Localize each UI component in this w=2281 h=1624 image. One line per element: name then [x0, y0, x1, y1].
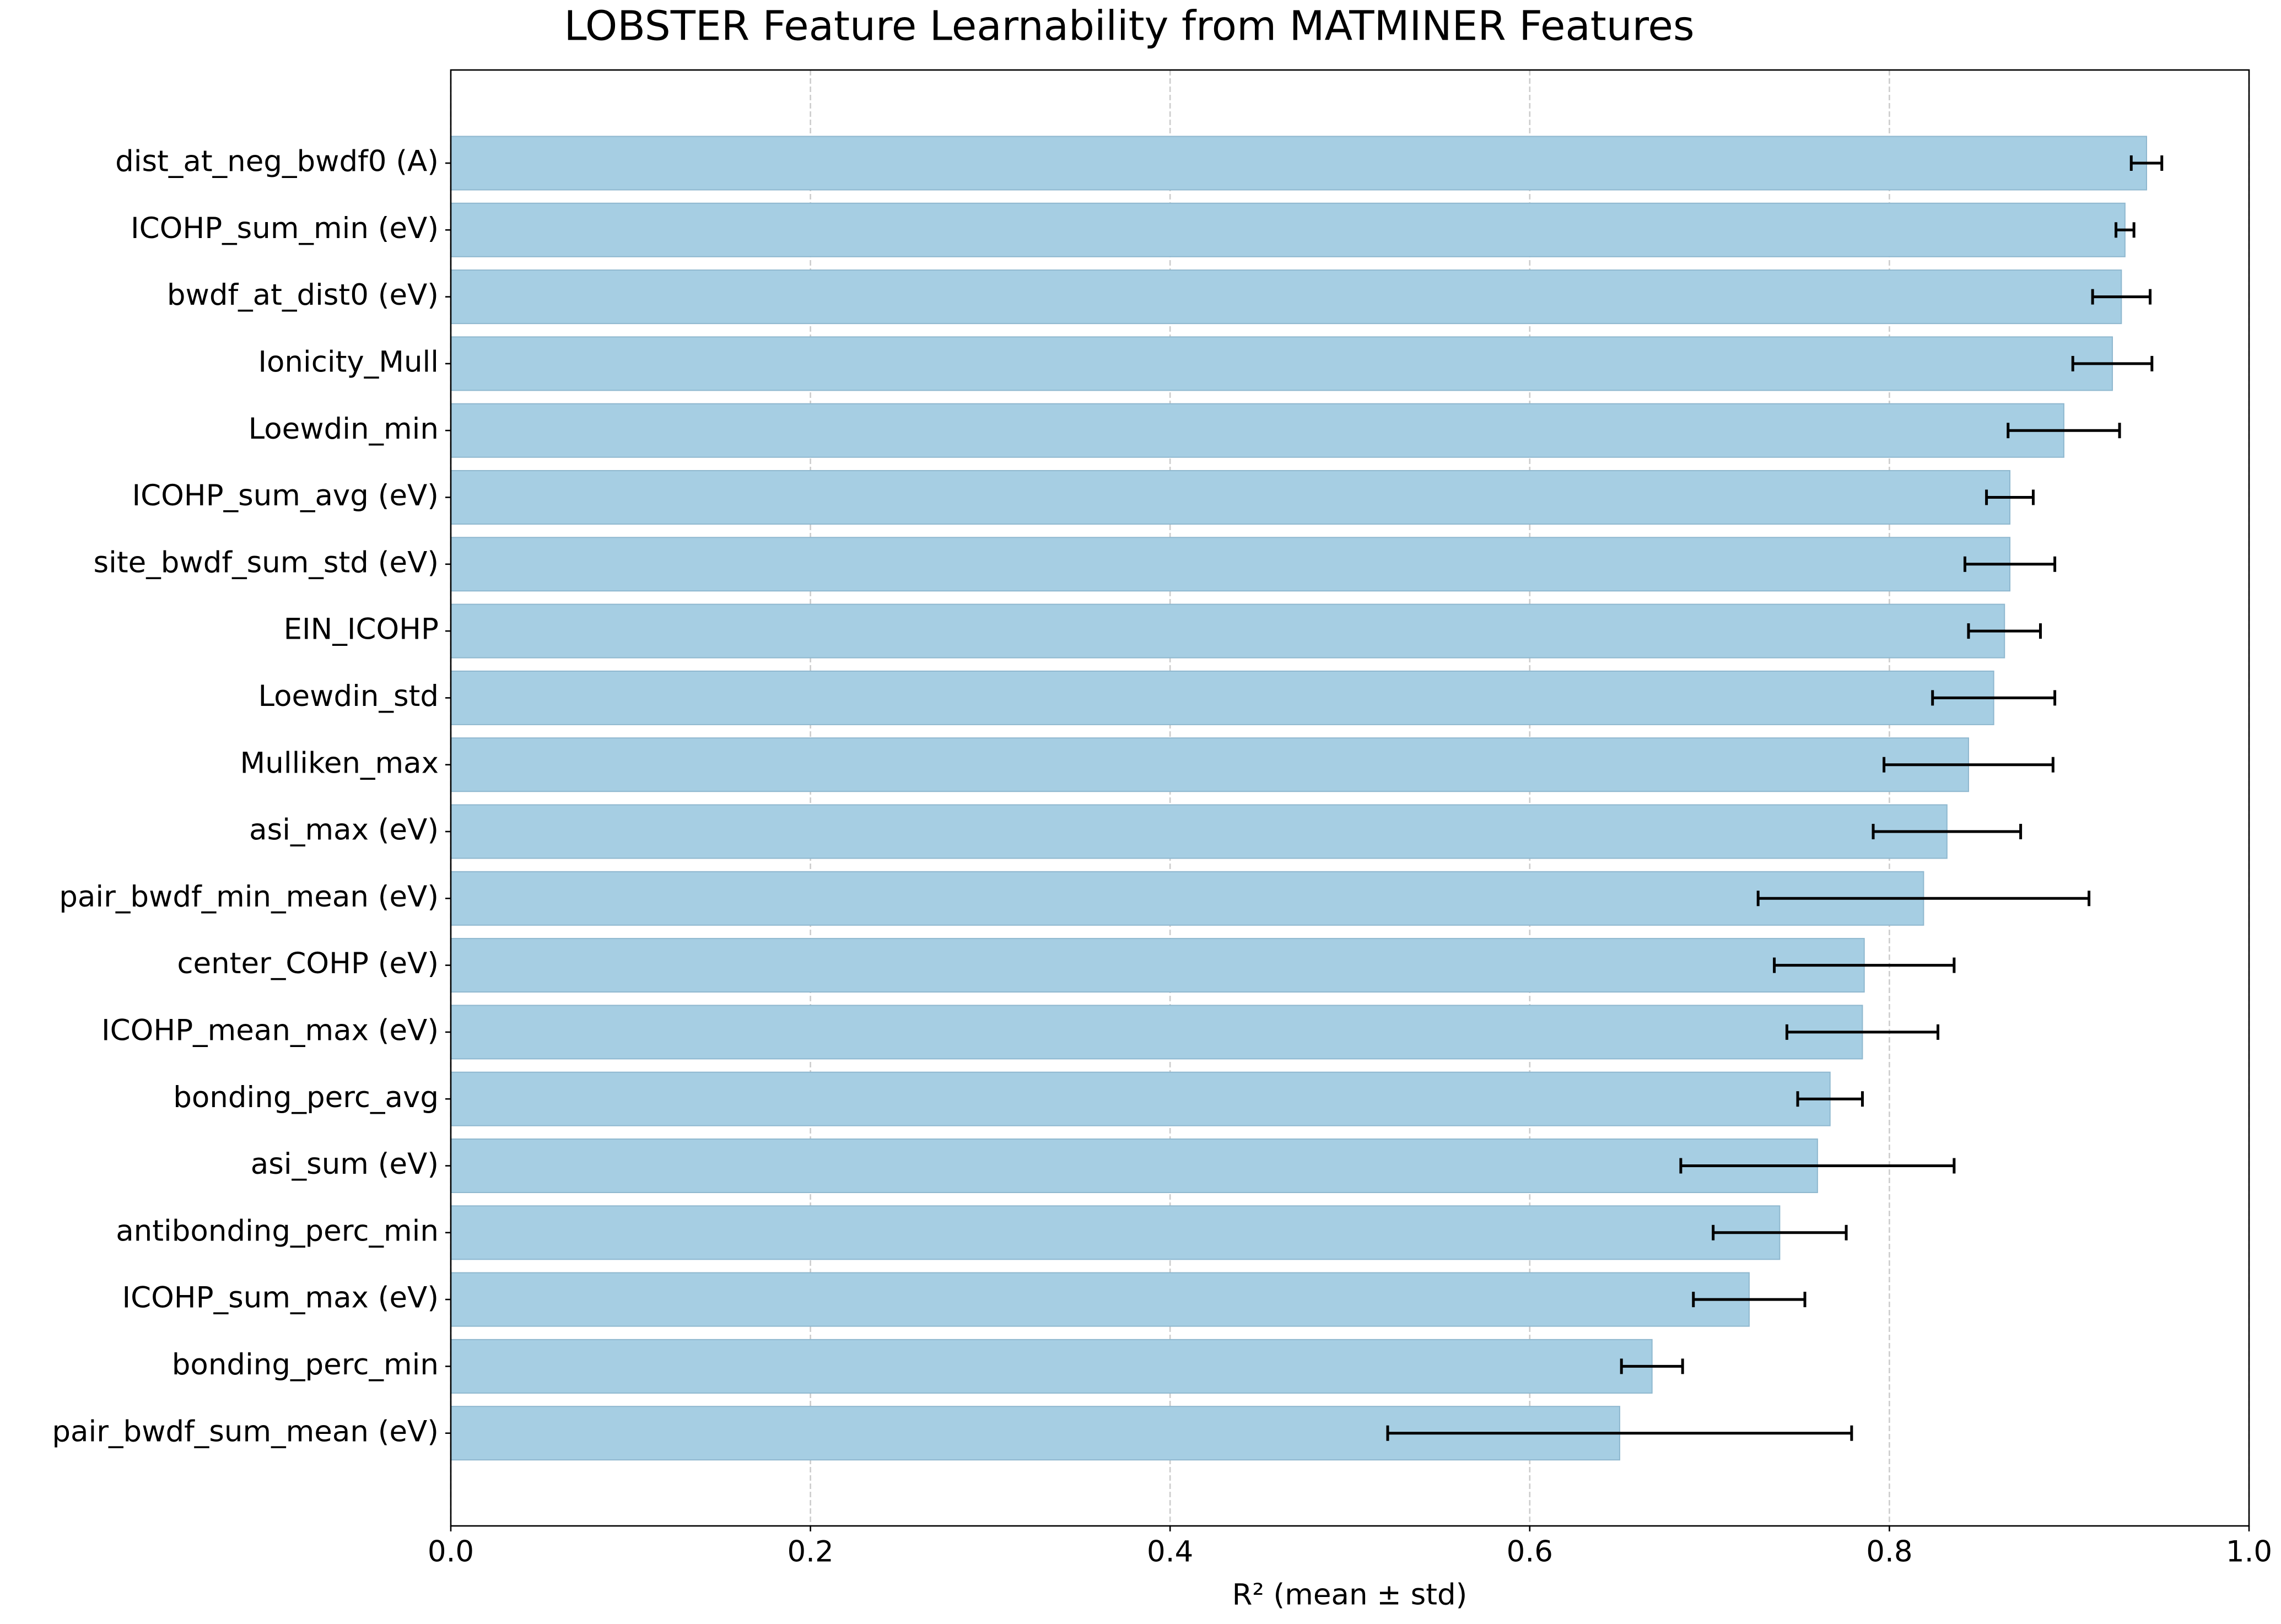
error-bar [1883, 757, 2054, 773]
x-tick-label: 0.6 [1507, 1535, 1553, 1569]
error-bar [1967, 623, 2042, 639]
y-tick-label: Loewdin_min [249, 412, 439, 446]
bar [450, 403, 2064, 458]
error-bar [1679, 1158, 1956, 1174]
bar [450, 1071, 1831, 1126]
bar [450, 1272, 1750, 1327]
y-tick-label: ICOHP_sum_avg (eV) [132, 479, 439, 512]
error-bar [2007, 423, 2121, 439]
y-tick-label: pair_bwdf_min_mean (eV) [59, 880, 439, 914]
y-tick-label: asi_max (eV) [249, 813, 439, 847]
error-bar [1796, 1091, 1864, 1107]
error-bar [2129, 155, 2164, 171]
error-bar [1872, 824, 2023, 839]
x-tick-label: 0.4 [1147, 1535, 1193, 1569]
x-tick-label: 0.0 [428, 1535, 474, 1569]
y-tick-label: asi_sum (eV) [251, 1147, 439, 1181]
bar [450, 1005, 1863, 1060]
x-tick-label: 0.2 [787, 1535, 833, 1569]
y-tick-label: pair_bwdf_sum_mean (eV) [52, 1415, 439, 1448]
error-bar [2071, 355, 2154, 371]
bar [450, 938, 1865, 993]
bar [450, 1205, 1781, 1260]
bar [450, 737, 1969, 792]
y-tick-label: ICOHP_sum_max (eV) [122, 1281, 439, 1315]
y-tick-label: center_COHP (eV) [177, 947, 439, 980]
error-bar [1785, 1024, 1940, 1040]
y-tick-label: ICOHP_sum_min (eV) [131, 212, 439, 245]
y-tick-label: bwdf_at_dist0 (eV) [167, 278, 439, 312]
error-bar [1773, 957, 1956, 973]
bar [450, 136, 2148, 191]
y-tick-label: Ionicity_Mull [258, 346, 439, 379]
error-bar [1963, 556, 2057, 572]
bar [450, 670, 1994, 725]
error-bar [1386, 1425, 1853, 1441]
error-bar [1692, 1292, 1807, 1308]
bar [450, 804, 1948, 859]
bar [450, 202, 2126, 257]
error-bar [1931, 690, 2057, 706]
y-tick-label: antibonding_perc_min [116, 1214, 439, 1248]
x-tick-label: 1.0 [2226, 1535, 2272, 1569]
bar [450, 1339, 1653, 1394]
y-tick-label: site_bwdf_sum_std (eV) [94, 546, 439, 579]
error-bar [2091, 289, 2152, 305]
plot-frame [450, 69, 2250, 1527]
error-bar [1620, 1358, 1684, 1374]
bar [450, 603, 2005, 659]
y-tick-label: dist_at_neg_bwdf0 (A) [115, 145, 439, 179]
x-axis-label: R² (mean ± std) [1232, 1578, 1468, 1612]
y-tick-label: EIN_ICOHP [284, 613, 439, 646]
bar [450, 269, 2122, 325]
bar [450, 871, 1924, 926]
error-bar [2115, 222, 2136, 238]
y-tick-label: bonding_perc_min [172, 1348, 439, 1382]
x-tick-label: 0.8 [1866, 1535, 1912, 1569]
bar [450, 1138, 1818, 1194]
error-bar [1985, 489, 2035, 505]
y-tick-label: Mulliken_max [240, 746, 439, 780]
y-tick-label: bonding_perc_avg [173, 1081, 439, 1114]
error-bar [1756, 891, 2091, 907]
bar [450, 336, 2113, 391]
chart-title: LOBSTER Feature Learnability from MATMIN… [564, 3, 1694, 50]
y-tick-label: Loewdin_std [258, 679, 439, 713]
bar [450, 470, 2011, 525]
bar [450, 537, 2011, 592]
y-tick-label: ICOHP_mean_max (eV) [101, 1014, 439, 1048]
error-bar [1712, 1224, 1848, 1240]
